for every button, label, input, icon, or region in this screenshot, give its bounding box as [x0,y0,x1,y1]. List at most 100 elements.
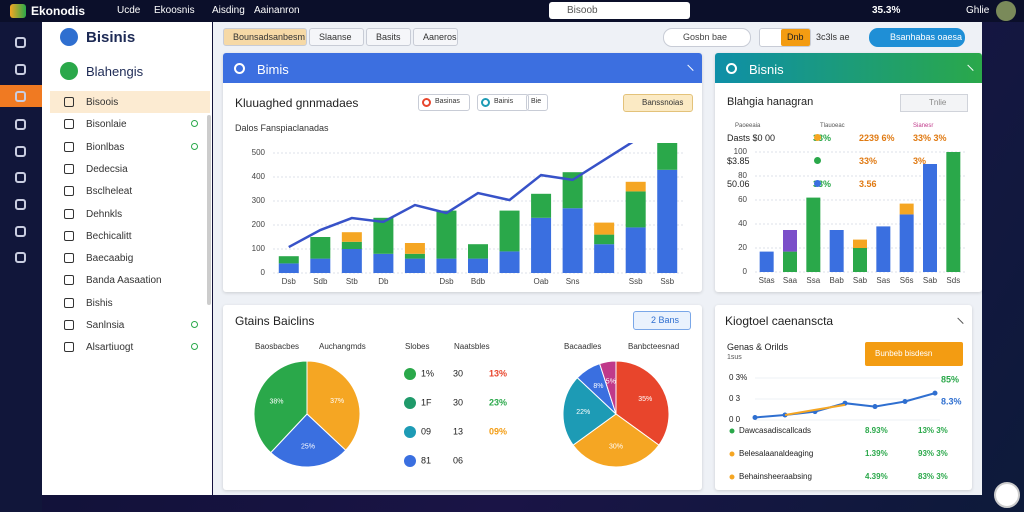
chip[interactable] [418,94,470,111]
chip[interactable] [477,94,529,111]
avatar[interactable] [996,1,1016,21]
bar [853,248,867,272]
table-cell: 1% [421,368,434,378]
bar [499,251,520,273]
chip-label: Bainis [494,98,514,105]
tab[interactable] [366,28,411,46]
annotation: 8.3% [941,396,962,406]
tab[interactable] [223,28,307,46]
panel-button-text: Bunbeb bisdesn [875,349,933,358]
menu-item[interactable]: Bechicalitt [86,230,132,242]
table-cell: 13 [453,426,463,436]
sidebar-avatar [60,62,78,80]
row-cell: Dawcasadiscallcads [739,426,811,435]
panel-button[interactable] [865,342,963,366]
menu-status [191,321,198,328]
legend-cell: 2239 6% [859,133,895,143]
bar [657,143,678,170]
legend-cell: $3.85 [727,156,750,166]
panel-header [223,53,702,83]
x-tick-label: Dsb [282,277,297,286]
row-cell: 1.39% [865,449,888,458]
chip[interactable] [526,94,548,111]
legend-dot [814,157,821,164]
slice-label: 22% [576,409,590,416]
bar [657,169,678,273]
panel-title: Blahgia hanagran [727,96,814,108]
bar [499,210,520,252]
panel-button[interactable] [633,311,691,330]
pie-slice [253,360,308,454]
tab[interactable] [413,28,458,46]
badge[interactable] [623,94,693,112]
select-text: Tnlie [929,98,947,107]
y-tick-label: 100 [252,244,266,253]
table-cell: 30 [453,368,463,378]
pie-slice [270,413,347,468]
table-cell: 30 [453,397,463,407]
pie-legend: Bacaadles [564,342,601,351]
bar [829,230,844,272]
x-tick-label: Sns [566,277,580,286]
table-cell: 09% [489,426,507,436]
bar [853,239,867,248]
bar [310,237,331,259]
slice-label: 30% [609,444,623,451]
stat: 35.3% [872,5,901,16]
line-point [872,404,878,410]
y-tick-label: 40 [738,219,747,228]
menu-item[interactable]: Bishis [86,297,113,309]
nav-item[interactable]: Aisding [212,5,245,16]
y-tick-label: 20 [738,243,747,252]
legend-cell: 50.06 [727,179,750,189]
sidebar-user: Blahengis [86,64,144,79]
bar [946,152,961,272]
menu-item[interactable]: Bisoois [86,97,119,108]
select-text: Gosbn bae [683,32,728,42]
menu-item[interactable]: Bisonlaie [86,119,127,131]
menu-item[interactable]: Alsartiuogt [86,342,134,354]
x-tick-label: Ssb [629,277,643,286]
bar [404,243,425,254]
legend-cell: 3.56 [859,179,877,189]
menu-item[interactable]: Sanlnsia [86,320,125,331]
pie-slice [306,360,361,451]
bar [436,210,457,259]
chart: 0 100 200 300 400 500 Dsb Sdb Stb Db Dsb Bdb Oab Sns S… [252,143,683,286]
menu-item[interactable]: Dedecsia [86,163,128,175]
select[interactable] [663,28,751,47]
menu-item[interactable]: Bsclheleat [86,186,133,198]
bar [923,164,937,272]
rail-active[interactable] [0,85,42,107]
bar [341,232,362,242]
nav-item[interactable]: Ucde [117,5,141,16]
legend-cell: Dasts $0 00 [727,133,776,143]
help-button[interactable] [994,482,1020,508]
select[interactable] [900,94,968,112]
menu-icon [64,119,74,130]
chart: 0 0 0 3 0 3% 85% 8.3% Dawcasadiscallcads 8.93%… [729,373,962,481]
y-tick-label: 500 [252,148,266,157]
search[interactable] [549,2,690,19]
menu-icon [64,275,74,286]
menu-item[interactable]: Baecaabig [86,253,134,265]
menu-item[interactable]: Bionlbas [86,141,125,153]
header-title: Bisnis [749,62,784,77]
legend-head: Sianesr [913,123,934,129]
menu-item[interactable]: Banda Aasaation [86,275,162,287]
x-tick-label: Sdb [313,277,328,286]
bar [899,203,914,215]
menu-item[interactable]: Dehnkls [86,208,123,220]
y-tick-label: 0 3 [729,394,741,403]
nav-item[interactable]: Ekoosnis [154,5,195,16]
x-tick-label: Bdb [471,277,486,286]
x-tick-label: Oab [534,277,550,286]
table-dot [404,426,416,438]
tab[interactable] [309,28,364,46]
y-tick-label: 0 0 [729,415,741,424]
action-button[interactable] [869,28,965,47]
row-cell: 4.39% [865,472,888,481]
nav-item[interactable]: Aainanron [254,5,300,16]
menu-icon [64,186,74,197]
bar [594,234,615,245]
